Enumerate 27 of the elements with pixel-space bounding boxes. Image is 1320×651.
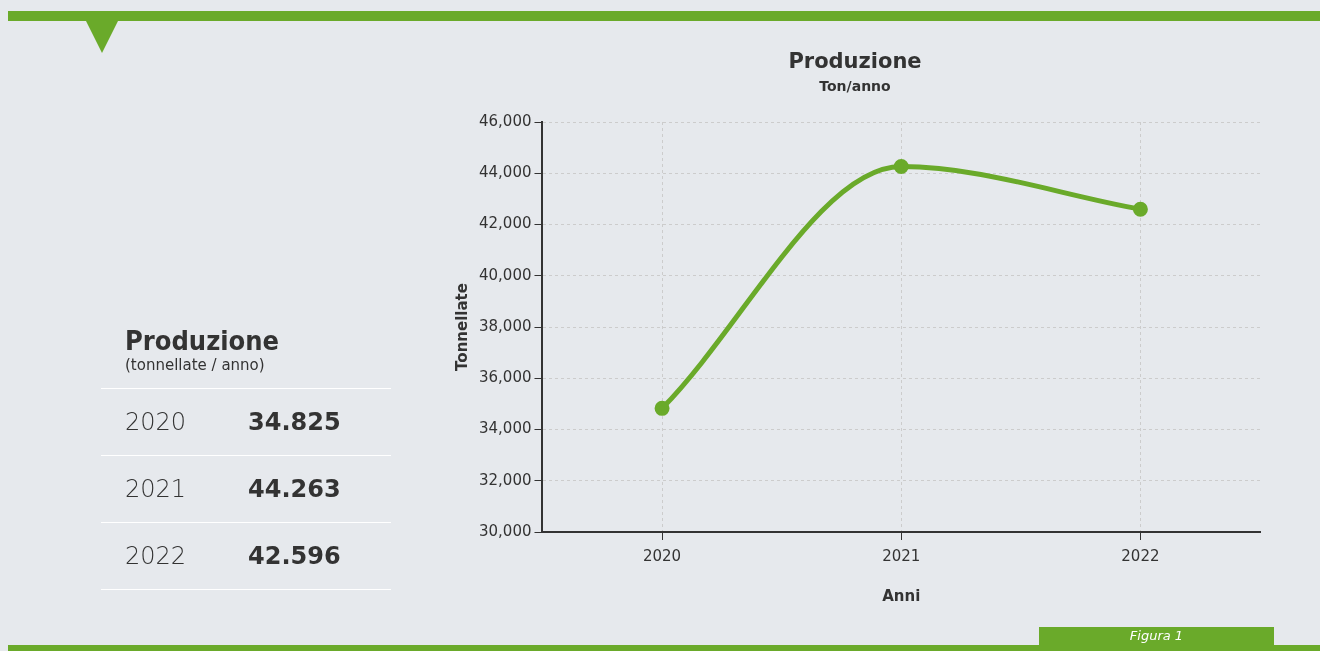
- text: 44.263: [248, 475, 341, 503]
- text: Figura 1: [1039, 627, 1274, 645]
- x-tick-label: 2021: [882, 546, 921, 565]
- text: 2021: [124, 475, 188, 503]
- y-tick-label: 42,000: [478, 214, 532, 233]
- chart-subtitle: Ton/anno: [819, 78, 892, 95]
- text: (tonnellate / anno): [124, 356, 266, 374]
- y-axis-title: Tonnellate: [452, 283, 471, 371]
- text: Produzione: [124, 325, 281, 356]
- x-axis-title: Anni: [882, 586, 921, 605]
- x-tick-label: 2020: [642, 546, 682, 565]
- y-tick-label: 32,000: [478, 470, 532, 489]
- point: [893, 159, 909, 175]
- y-tick-label: 40,000: [478, 265, 532, 284]
- y-tick-label: 44,000: [478, 163, 532, 182]
- text: 34.825: [248, 408, 341, 436]
- text: 2020: [124, 408, 188, 436]
- y-tick-label: 34,000: [478, 419, 532, 438]
- point: [1132, 201, 1148, 217]
- point: [654, 400, 670, 416]
- y-tick-label: 30,000: [478, 521, 532, 540]
- y-tick-label: 36,000: [478, 368, 532, 387]
- text: 42.596: [248, 542, 341, 570]
- y-tick-label: 46,000: [478, 111, 532, 130]
- chart-title: Produzione: [788, 49, 922, 74]
- y-tick-label: 38,000: [478, 316, 532, 335]
- x-tick-label: 2022: [1121, 546, 1160, 565]
